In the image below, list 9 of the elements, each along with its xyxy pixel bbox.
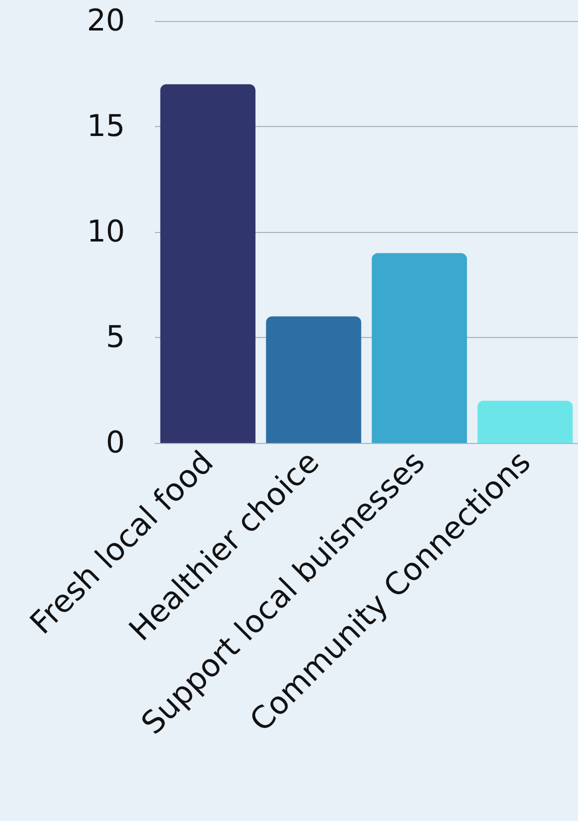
bar: [372, 253, 467, 443]
y-tick-label: 5: [106, 320, 125, 355]
bar: [478, 400, 573, 443]
bar: [266, 316, 362, 443]
y-tick-label: 20: [86, 4, 125, 38]
y-tick-label: 0: [106, 426, 125, 460]
y-tick-label: 15: [86, 109, 125, 144]
y-tick-label: 10: [86, 214, 125, 250]
bar: [160, 84, 256, 443]
